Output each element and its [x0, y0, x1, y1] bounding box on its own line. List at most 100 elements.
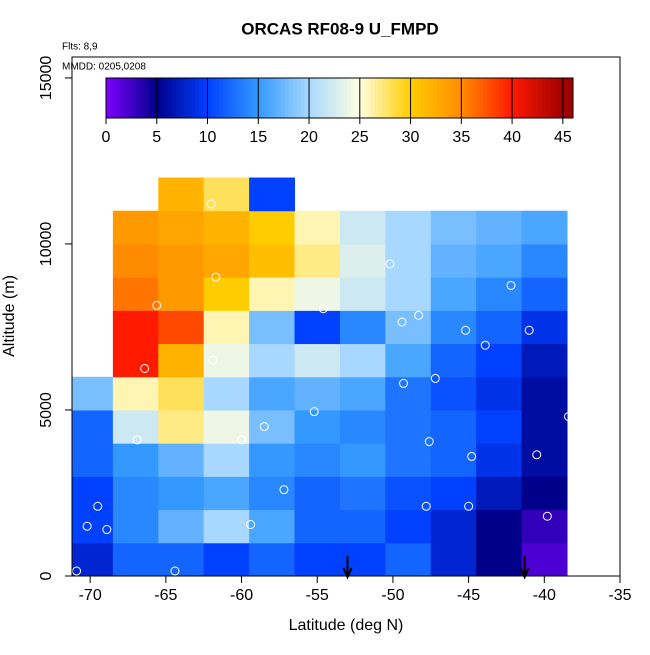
- arrow-head: [342, 567, 353, 580]
- heatmap-cell: [294, 310, 341, 345]
- colorbar-swatch: [257, 78, 263, 118]
- observation-point: [532, 450, 542, 460]
- heatmap-cell: [385, 542, 432, 576]
- colorbar-swatch: [534, 78, 539, 118]
- heatmap-cell: [430, 409, 477, 444]
- annotation: Flts: 8,9: [62, 42, 98, 53]
- colorbar-swatch: [526, 78, 531, 118]
- colorbar-swatch: [530, 78, 535, 118]
- colorbar-swatch: [327, 78, 333, 118]
- heatmap-cell: [294, 343, 341, 378]
- observation-point: [311, 186, 321, 196]
- heatmap-cell: [72, 542, 114, 576]
- heatmap: [72, 177, 586, 576]
- heatmap-cell: [521, 243, 568, 278]
- colorbar-swatch: [109, 78, 115, 118]
- heatmap-cell: [339, 277, 386, 311]
- heatmap-cell: [72, 409, 114, 444]
- colorbar-swatch: [195, 78, 200, 118]
- colorbar-swatch: [273, 78, 278, 118]
- heatmap-cell: [249, 443, 296, 477]
- colorbar-swatch: [339, 78, 344, 118]
- colorbar-swatch: [176, 78, 181, 118]
- heatmap-cell: [521, 409, 568, 444]
- heatmap-cell: [249, 409, 296, 444]
- y-tick-label: 5000: [38, 392, 55, 428]
- colorbar-swatch: [183, 78, 189, 118]
- heatmap-cell: [430, 542, 477, 576]
- annotation: MMDD: 0205,0208: [62, 62, 146, 73]
- colorbar-swatch: [214, 78, 220, 118]
- observation-point: [259, 422, 269, 432]
- observation-point: [414, 310, 424, 320]
- colorbar-swatch: [545, 78, 551, 118]
- heatmap-cell: [158, 243, 205, 278]
- colorbar-swatch: [405, 78, 411, 118]
- heatmap-cell: [249, 277, 296, 311]
- colorbar-swatch: [421, 78, 426, 118]
- colorbar-swatch: [374, 78, 379, 118]
- x-tick-label: -45: [457, 587, 480, 604]
- colorbar-swatch: [444, 78, 449, 118]
- observation-point: [211, 272, 221, 282]
- heatmap-cell: [521, 210, 568, 245]
- colorbar-swatch: [475, 78, 481, 118]
- colorbar-swatch: [172, 78, 177, 118]
- heatmap-cell: [249, 476, 296, 511]
- heatmap-cell: [476, 310, 523, 345]
- colorbar-tick-label: 45: [554, 129, 572, 146]
- x-tick-label: -55: [306, 587, 329, 604]
- observation-point: [385, 259, 395, 269]
- colorbar-swatch: [265, 78, 270, 118]
- colorbar-swatch: [553, 78, 558, 118]
- colorbar-swatch: [382, 78, 387, 118]
- heatmap-cell: [203, 343, 250, 378]
- colorbar-swatch: [296, 78, 302, 118]
- colorbar-swatch: [292, 78, 298, 118]
- observation-point: [246, 520, 256, 530]
- observation-point: [397, 317, 407, 327]
- heatmap-cell: [158, 509, 205, 544]
- arrow: [519, 556, 530, 580]
- heatmap-cell: [203, 409, 250, 444]
- heatmap-cell: [112, 210, 159, 245]
- heatmap-cell: [203, 277, 250, 311]
- colorbar-swatch: [343, 78, 348, 118]
- observation-point: [576, 206, 586, 216]
- heatmap-cell: [294, 210, 341, 245]
- heatmap-cell: [385, 277, 432, 311]
- heatmap-cell: [112, 310, 159, 345]
- colorbar-swatch: [141, 78, 146, 118]
- heatmap-cell: [430, 509, 477, 544]
- heatmap-cell: [476, 509, 523, 544]
- heatmap-cell: [521, 277, 568, 311]
- colorbar-swatch: [401, 78, 407, 118]
- heatmap-cell: [476, 243, 523, 278]
- heatmap-cell: [294, 409, 341, 444]
- colorbar-swatch: [121, 78, 126, 118]
- heatmap-cell: [72, 376, 114, 411]
- heatmap-cell: [476, 542, 523, 576]
- observation-point: [542, 511, 552, 521]
- observation-point: [480, 340, 490, 350]
- heatmap-cell: [339, 243, 386, 278]
- colorbar-tick-label: 5: [152, 129, 161, 146]
- heatmap-cell: [521, 542, 568, 576]
- colorbar-swatch: [347, 78, 352, 118]
- colorbar-swatch: [417, 78, 422, 118]
- colorbar-tick-label: 30: [402, 129, 420, 146]
- colorbar-tick-label: 15: [249, 129, 267, 146]
- arrow-head: [519, 567, 530, 580]
- colorbar-tick-label: 20: [300, 129, 318, 146]
- heatmap-cell: [72, 476, 114, 511]
- colorbar-swatch: [502, 78, 508, 118]
- heatmap-cell: [476, 443, 523, 477]
- heatmap-cell: [476, 476, 523, 511]
- heatmap-cell: [294, 509, 341, 544]
- colorbar-swatch: [518, 78, 523, 118]
- heatmap-cell: [339, 443, 386, 477]
- heatmap-cell: [112, 476, 159, 511]
- colorbar-swatch: [164, 78, 169, 118]
- observation-point: [140, 363, 150, 373]
